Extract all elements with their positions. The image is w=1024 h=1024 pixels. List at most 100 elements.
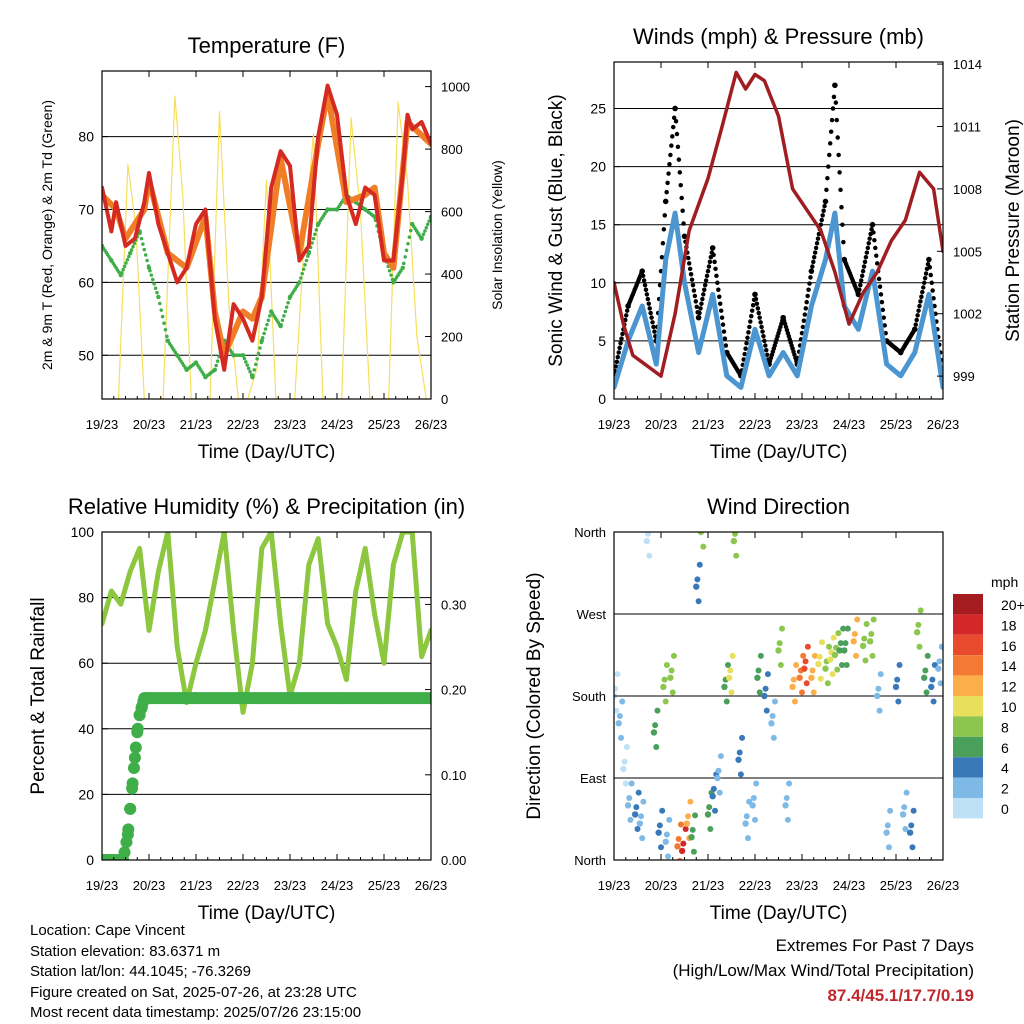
wind-direction-point [915, 621, 922, 628]
wind-direction-point [665, 853, 672, 860]
wind-direction-point [870, 616, 877, 623]
wind-direction-point [875, 685, 882, 692]
wind-direction-point [843, 662, 850, 669]
x-axis-label: Time (Day/UTC) [710, 442, 848, 463]
gust-point-fill [920, 289, 925, 295]
wind-direction-point [663, 831, 670, 838]
dewpoint-point-fill [409, 228, 413, 233]
gust-point-fill [858, 278, 864, 283]
wind-direction-point [862, 657, 869, 664]
gust-point-fill [652, 329, 657, 334]
wind-direction-point [690, 848, 697, 855]
dewpoint-point-fill [156, 295, 161, 299]
dewpoint-point-fill [152, 282, 156, 286]
dewpoint-point-fill [300, 271, 304, 276]
legend-label: 14 [1001, 658, 1017, 674]
wind-direction-point [635, 789, 642, 796]
legend-swatch [953, 736, 983, 758]
wind-direction-point [840, 625, 847, 632]
gust-point-fill [686, 255, 691, 261]
wind-direction-point [937, 680, 943, 687]
dewpoint-point-fill [301, 267, 306, 272]
wind-direction-point [796, 674, 803, 681]
wind-direction-point [694, 576, 701, 583]
dewpoint-point-fill [251, 373, 255, 378]
y2-axis-label: Solar Insolation (Yellow) [489, 160, 505, 310]
gust-point-fill [763, 343, 768, 348]
x-axis-label: Time (Day/UTC) [710, 903, 848, 924]
gust-point-fill [749, 308, 755, 313]
gust-point-fill [917, 303, 922, 309]
dewpoint-point-fill [256, 351, 261, 356]
dewpoint-point-fill [244, 360, 248, 364]
x-tick-label: 21/23 [692, 878, 725, 893]
y-tick-label: 0 [86, 852, 94, 868]
dewpoint-point-fill [145, 258, 149, 263]
dewpoint-point-fill [241, 353, 245, 358]
legend-title: mph [991, 574, 1018, 590]
wind-direction-point [614, 707, 620, 714]
wind-direction-point [662, 838, 669, 845]
dewpoint-point-fill [403, 255, 407, 259]
legend-label: 12 [1001, 679, 1017, 695]
gust-point-fill [833, 100, 839, 105]
gust-point-fill [719, 315, 725, 320]
legend-label: 10 [1001, 699, 1017, 715]
wind-direction-point [633, 804, 640, 811]
y-tick-label: North [574, 525, 606, 540]
wind-direction-point [668, 667, 675, 674]
legend-label: 0 [1001, 801, 1009, 817]
dewpoint-point-fill [155, 290, 159, 295]
gust-point-fill [688, 272, 694, 277]
wind-direction-point [618, 734, 625, 741]
wind-direction-point [936, 658, 943, 665]
wind-direction-point [736, 749, 743, 756]
dewpoint-point-fill [268, 314, 272, 318]
wind-direction-point [661, 676, 668, 683]
wind-direction-point [749, 802, 756, 809]
wind-direction-point [670, 652, 677, 659]
gust-point-fill [835, 135, 840, 140]
wind-direction-point [764, 671, 771, 678]
wind-direction-point [733, 552, 740, 559]
gust-point-fill [821, 208, 826, 213]
wind-direction-point [838, 662, 845, 669]
gust-point-fill [860, 268, 866, 274]
dewpoint-point-fill [372, 214, 376, 219]
wind-direction-point [659, 807, 666, 814]
wind-direction-point [854, 616, 861, 623]
gust-point-fill [750, 303, 756, 308]
dewpoint-point-fill [427, 219, 431, 223]
wind-direction-point [853, 652, 860, 659]
wind-direction-point [678, 847, 686, 855]
gust-point-fill [927, 265, 933, 270]
wind-direction-point [643, 537, 651, 545]
wind-direction-point [683, 820, 691, 827]
gust-point-fill [837, 170, 842, 175]
wind-direction-point [928, 683, 935, 691]
dewpoint-point-fill [314, 228, 319, 232]
gust-point-fill [721, 329, 727, 334]
dewpoint-point-fill [119, 271, 124, 275]
y2-tick-label: 0 [441, 392, 448, 407]
wind-direction-point [677, 821, 684, 828]
x-tick-label: 26/23 [415, 417, 448, 432]
wind-direction-point [877, 671, 884, 678]
y-tick-label: 40 [78, 721, 94, 737]
location-text: Location: Cape Vincent [30, 922, 185, 939]
dewpoint-point-fill [213, 368, 217, 372]
dewpoint-point-fill [158, 301, 162, 306]
wind-direction-point [863, 621, 870, 628]
wind-direction-point [667, 674, 674, 681]
gust-point-fill [863, 254, 869, 260]
gust-point-fill [809, 268, 814, 274]
wind-direction-point [704, 811, 712, 818]
gust-point-fill [713, 266, 718, 272]
gust-point-fill [831, 94, 837, 100]
dewpoint-point-fill [407, 235, 412, 239]
panel-2: Winds (mph) & Pressure (mb) Time (Day/UTC… [546, 24, 1024, 463]
gust-point-fill [646, 301, 652, 306]
wind-direction-point [663, 662, 670, 669]
wind-direction-point [724, 662, 731, 669]
